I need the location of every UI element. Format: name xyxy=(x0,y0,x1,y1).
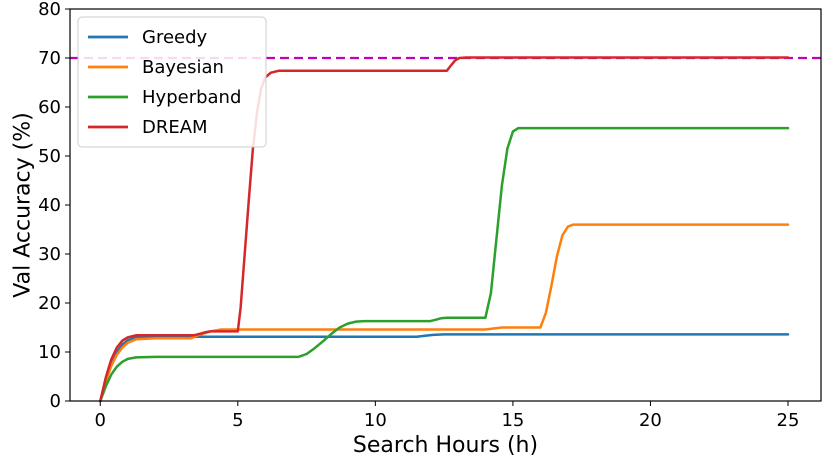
legend-label-bayesian: Bayesian xyxy=(142,57,224,78)
x-axis-label: Search Hours (h) xyxy=(353,433,538,457)
x-tick-label: 0 xyxy=(95,410,106,431)
series-line-hyperband xyxy=(99,126,790,403)
y-tick-label: 10 xyxy=(38,342,61,363)
legend: Greedy Bayesian Hyperband DREAM xyxy=(77,16,267,148)
x-axis: 0 5 10 15 20 25 xyxy=(95,401,800,431)
x-tick-label: 25 xyxy=(777,410,800,431)
series-line-bayesian xyxy=(99,223,790,403)
series-line-greedy xyxy=(99,333,790,403)
x-tick-label: 20 xyxy=(639,410,662,431)
y-tick-label: 60 xyxy=(38,97,61,118)
x-tick-label: 15 xyxy=(501,410,524,431)
legend-box xyxy=(77,16,267,148)
legend-label-hyperband: Hyperband xyxy=(142,87,241,108)
legend-label-dream: DREAM xyxy=(142,117,208,138)
y-tick-label: 20 xyxy=(38,293,61,314)
x-tick-label: 10 xyxy=(364,410,387,431)
series-layer xyxy=(99,56,790,403)
series-line-dream xyxy=(99,56,790,403)
y-axis: 0 10 20 30 40 50 60 70 80 xyxy=(38,0,70,412)
y-tick-label: 40 xyxy=(38,195,61,216)
x-tick-label: 5 xyxy=(232,410,243,431)
y-tick-label: 50 xyxy=(38,146,61,167)
y-tick-label: 70 xyxy=(38,48,61,69)
y-axis-label: Val Accuracy (%) xyxy=(11,112,36,297)
y-tick-label: 30 xyxy=(38,244,61,265)
y-tick-label: 0 xyxy=(50,391,61,412)
legend-label-greedy: Greedy xyxy=(142,27,208,48)
y-tick-label: 80 xyxy=(38,0,61,20)
